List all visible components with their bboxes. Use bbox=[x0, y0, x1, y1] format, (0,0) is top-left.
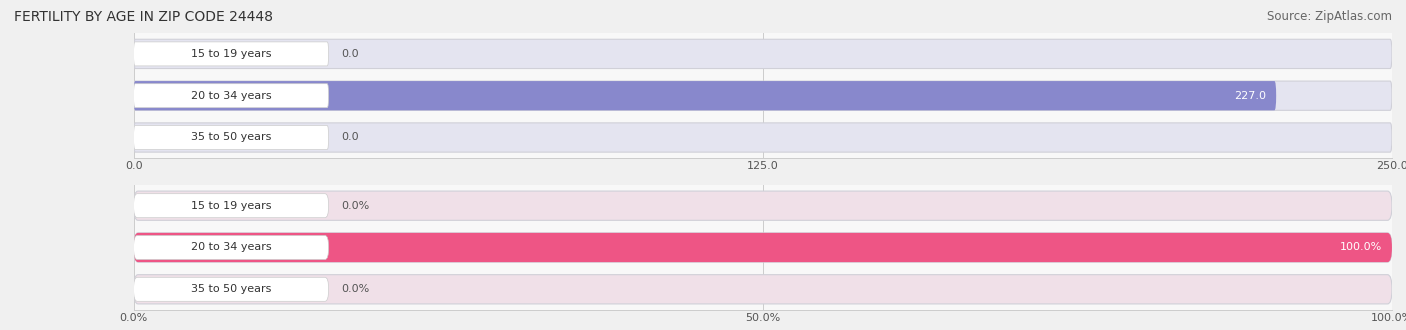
Text: 35 to 50 years: 35 to 50 years bbox=[191, 284, 271, 294]
FancyBboxPatch shape bbox=[134, 81, 1392, 110]
FancyBboxPatch shape bbox=[134, 194, 329, 218]
Text: Source: ZipAtlas.com: Source: ZipAtlas.com bbox=[1267, 10, 1392, 23]
Text: 20 to 34 years: 20 to 34 years bbox=[191, 91, 271, 101]
FancyBboxPatch shape bbox=[134, 236, 329, 259]
FancyBboxPatch shape bbox=[134, 123, 1392, 152]
Text: 100.0%: 100.0% bbox=[1340, 243, 1382, 252]
FancyBboxPatch shape bbox=[134, 81, 1277, 110]
Text: 227.0: 227.0 bbox=[1234, 91, 1267, 101]
Text: 35 to 50 years: 35 to 50 years bbox=[191, 133, 271, 143]
FancyBboxPatch shape bbox=[134, 42, 329, 66]
FancyBboxPatch shape bbox=[134, 84, 329, 108]
FancyBboxPatch shape bbox=[134, 233, 1392, 262]
FancyBboxPatch shape bbox=[134, 191, 1392, 220]
Text: 0.0%: 0.0% bbox=[342, 201, 370, 211]
FancyBboxPatch shape bbox=[134, 277, 329, 301]
Text: 0.0%: 0.0% bbox=[342, 284, 370, 294]
FancyBboxPatch shape bbox=[134, 233, 1392, 262]
Text: 0.0: 0.0 bbox=[342, 49, 359, 59]
FancyBboxPatch shape bbox=[134, 39, 1392, 69]
Text: 0.0: 0.0 bbox=[342, 133, 359, 143]
Text: 20 to 34 years: 20 to 34 years bbox=[191, 243, 271, 252]
FancyBboxPatch shape bbox=[134, 125, 329, 149]
Text: FERTILITY BY AGE IN ZIP CODE 24448: FERTILITY BY AGE IN ZIP CODE 24448 bbox=[14, 10, 273, 24]
Text: 15 to 19 years: 15 to 19 years bbox=[191, 201, 271, 211]
Text: 15 to 19 years: 15 to 19 years bbox=[191, 49, 271, 59]
FancyBboxPatch shape bbox=[134, 275, 1392, 304]
